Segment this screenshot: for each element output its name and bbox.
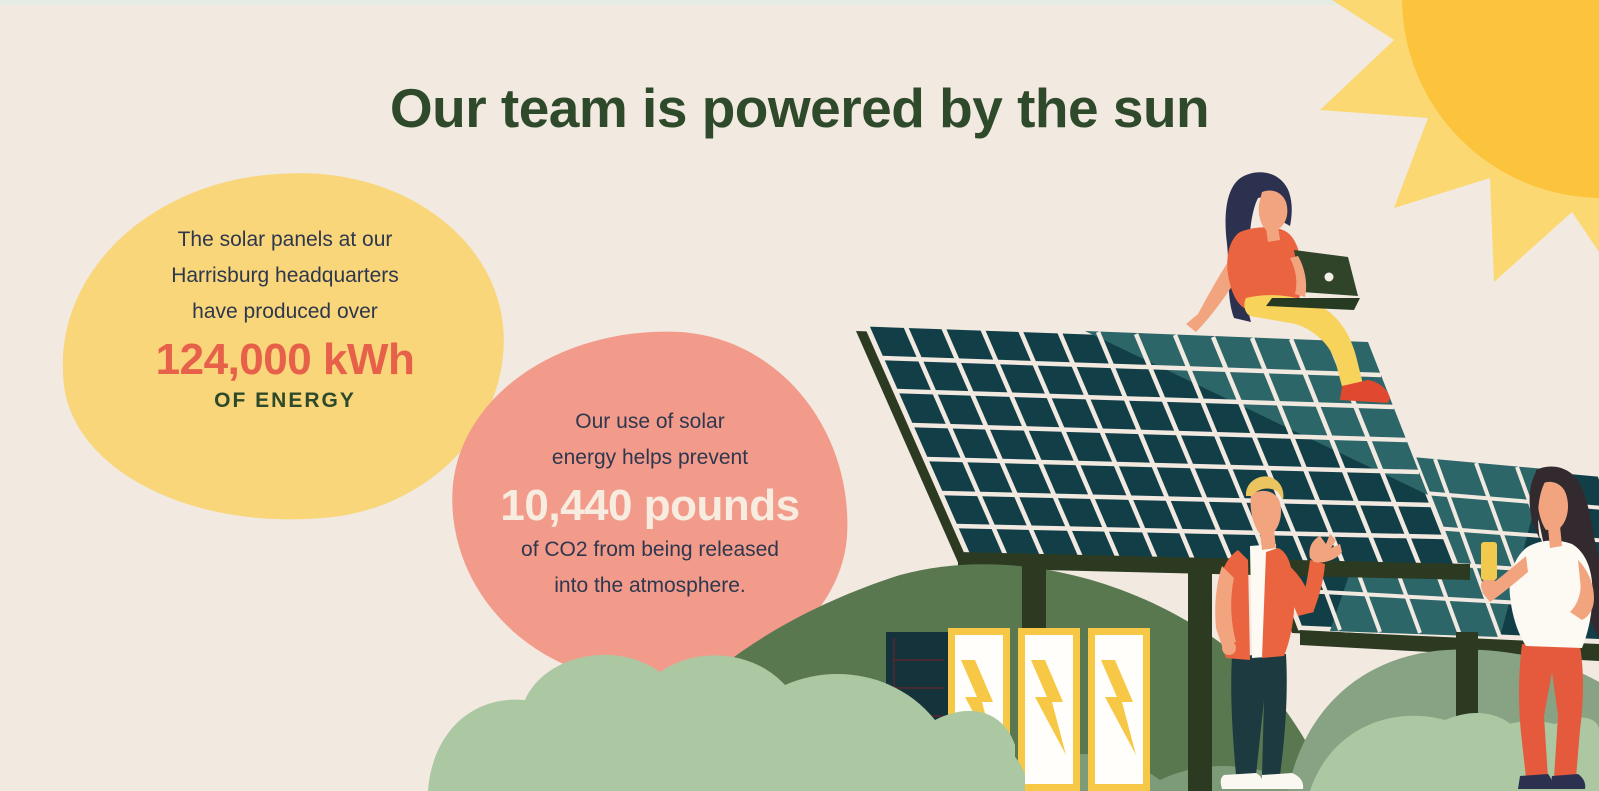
stat-co2-value: 10,440 pounds (500, 481, 800, 530)
woman-with-phone (1481, 466, 1599, 789)
stat-energy-line2: Harrisburg headquarters (171, 264, 399, 287)
stat-co2-line1: Our use of solar (575, 410, 725, 433)
woman-with-laptop (1186, 172, 1390, 403)
sun-icon (1320, 0, 1599, 282)
top-strip (0, 0, 1599, 5)
solar-panel-main (856, 321, 1470, 580)
stat-energy: The solar panels at our Harrisburg headq… (92, 222, 478, 416)
stat-energy-line1: The solar panels at our (177, 228, 393, 251)
stat-co2-line2: energy helps prevent (551, 446, 749, 469)
stat-energy-label: OF ENERGY (214, 389, 356, 412)
stat-energy-line3: have produced over (192, 300, 378, 323)
stat-co2-line4: into the atmosphere. (554, 574, 746, 597)
stat-co2: Our use of solar energy helps prevent 10… (470, 404, 830, 604)
stat-co2-line3: of CO2 from being released (521, 538, 779, 561)
page-title: Our team is powered by the sun (389, 77, 1210, 139)
man-gesturing (1215, 476, 1342, 789)
stat-energy-value: 124,000 kWh (155, 335, 415, 384)
